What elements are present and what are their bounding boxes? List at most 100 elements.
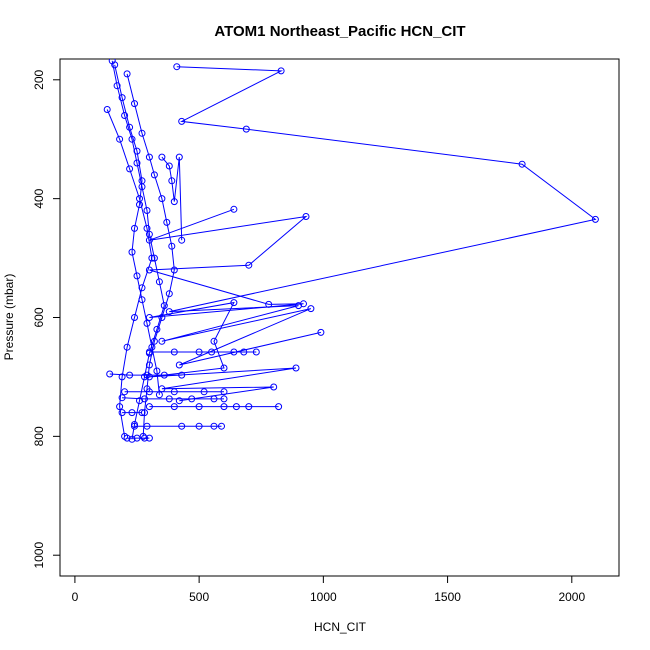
data-point xyxy=(145,361,153,369)
data-point xyxy=(170,388,178,396)
x-tick-label: 1500 xyxy=(434,590,461,604)
series-11 xyxy=(145,348,260,356)
data-point xyxy=(133,159,141,167)
series-5 xyxy=(145,205,310,405)
data-point xyxy=(138,409,146,417)
series-4 xyxy=(158,63,599,369)
data-point xyxy=(145,403,153,411)
data-point xyxy=(131,224,138,232)
data-point xyxy=(150,337,158,345)
data-point xyxy=(275,403,283,411)
data-point xyxy=(126,165,134,173)
series-6 xyxy=(103,106,156,440)
data-point xyxy=(245,261,253,269)
data-point xyxy=(220,395,228,403)
data-point xyxy=(133,434,141,442)
data-point xyxy=(123,343,131,351)
data-point xyxy=(128,248,136,256)
data-point xyxy=(242,125,250,133)
series-9 xyxy=(145,403,283,411)
data-point xyxy=(118,409,126,417)
series-line xyxy=(149,208,308,402)
data-point xyxy=(143,422,151,430)
data-point xyxy=(158,337,166,345)
data-point xyxy=(210,422,218,430)
data-point xyxy=(138,177,146,185)
data-point xyxy=(139,432,147,440)
data-point xyxy=(158,153,166,161)
data-point xyxy=(131,100,138,108)
series-line xyxy=(109,373,182,376)
data-point xyxy=(143,371,151,379)
data-point xyxy=(138,129,146,137)
data-point xyxy=(163,218,171,226)
data-point xyxy=(148,254,156,262)
data-point xyxy=(118,373,126,381)
data-point xyxy=(160,371,168,379)
data-point xyxy=(175,361,183,369)
data-point xyxy=(178,236,186,244)
data-point xyxy=(131,314,138,321)
data-point xyxy=(170,403,178,411)
data-point xyxy=(173,63,181,71)
data-point xyxy=(195,422,203,430)
data-point xyxy=(230,205,238,213)
data-point xyxy=(136,195,143,203)
data-point xyxy=(143,224,151,232)
data-point xyxy=(158,314,166,321)
data-point xyxy=(153,367,161,375)
y-tick-label: 600 xyxy=(32,307,46,327)
data-point xyxy=(170,198,178,206)
plot-frame xyxy=(59,58,620,577)
series-2 xyxy=(123,70,178,440)
data-point xyxy=(158,195,166,203)
data-point xyxy=(178,117,186,125)
y-tick-label: 800 xyxy=(32,426,46,446)
data-point xyxy=(307,305,315,313)
series-line xyxy=(114,64,160,395)
series-line xyxy=(161,156,183,241)
data-point xyxy=(121,112,129,119)
data-point xyxy=(232,403,240,411)
data-point xyxy=(220,403,228,411)
data-point xyxy=(220,388,228,396)
data-point xyxy=(128,435,136,443)
series-12 xyxy=(118,409,146,417)
data-point xyxy=(116,403,124,411)
data-point xyxy=(123,434,131,442)
x-tick-label: 500 xyxy=(189,590,209,604)
data-point xyxy=(170,348,178,356)
data-point xyxy=(265,300,273,308)
data-point xyxy=(123,70,131,78)
data-point xyxy=(195,403,203,411)
data-point xyxy=(165,290,173,298)
data-point xyxy=(116,135,124,143)
data-point xyxy=(121,388,129,396)
data-point xyxy=(168,242,176,250)
data-point xyxy=(141,434,148,442)
data-point xyxy=(150,171,158,179)
data-point xyxy=(175,397,183,405)
y-axis: 200 400 600 800 1000 xyxy=(32,69,60,569)
data-point xyxy=(141,395,148,403)
data-point xyxy=(220,364,228,372)
x-axis-label: HCN_CIT xyxy=(314,620,367,634)
data-point xyxy=(230,348,238,356)
data-point xyxy=(113,82,121,90)
data-point xyxy=(145,388,153,396)
data-point xyxy=(143,319,151,327)
data-point xyxy=(210,337,218,345)
series-10 xyxy=(118,394,228,403)
series-line xyxy=(161,66,597,366)
data-point xyxy=(111,61,119,69)
series-line xyxy=(126,73,175,437)
data-point xyxy=(518,160,526,168)
data-point xyxy=(230,299,238,307)
data-point xyxy=(188,395,196,403)
data-point xyxy=(145,153,153,161)
data-point xyxy=(126,123,134,131)
data-point xyxy=(165,395,173,403)
y-axis-label: Pressure (mbar) xyxy=(2,274,16,361)
